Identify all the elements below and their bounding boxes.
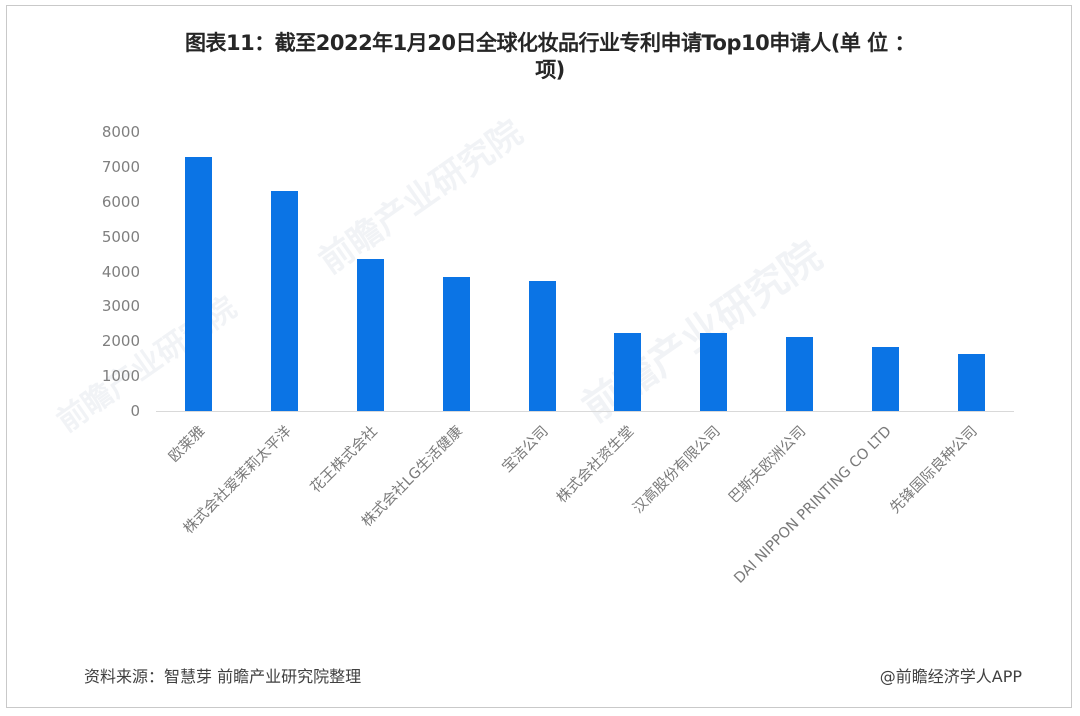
chart-title: 图表11：截至2022年1月20日全球化妆品行业专利申请Top10申请人(单 位…	[100, 30, 1000, 84]
y-tick-label: 5000	[101, 227, 140, 246]
y-tick-label: 4000	[101, 262, 140, 281]
x-axis-line	[156, 411, 1014, 412]
bar	[957, 353, 985, 411]
bar	[357, 258, 384, 411]
y-tick-label: 6000	[101, 192, 140, 211]
chart-title-line2: 项)	[535, 58, 565, 82]
bar	[786, 337, 813, 411]
bar	[185, 157, 213, 411]
source-note: 资料来源：智慧芽 前瞻产业研究院整理	[84, 667, 362, 686]
y-tick-label: 3000	[101, 297, 140, 316]
y-tick-label: 0	[130, 402, 140, 420]
credit-note: @前瞻经济学人APP	[879, 667, 1022, 686]
y-tick-label: 2000	[101, 332, 140, 351]
bar	[442, 277, 470, 411]
chart-title-line1: 图表11：截至2022年1月20日全球化妆品行业专利申请Top10申请人(单 位…	[185, 31, 915, 55]
bar	[614, 332, 642, 411]
bar	[528, 280, 556, 411]
y-tick-label: 7000	[101, 157, 140, 176]
y-tick-label: 8000	[101, 123, 140, 141]
bar	[700, 332, 728, 411]
y-tick-label: 1000	[101, 367, 140, 386]
bar	[871, 347, 899, 411]
bar	[271, 191, 299, 411]
